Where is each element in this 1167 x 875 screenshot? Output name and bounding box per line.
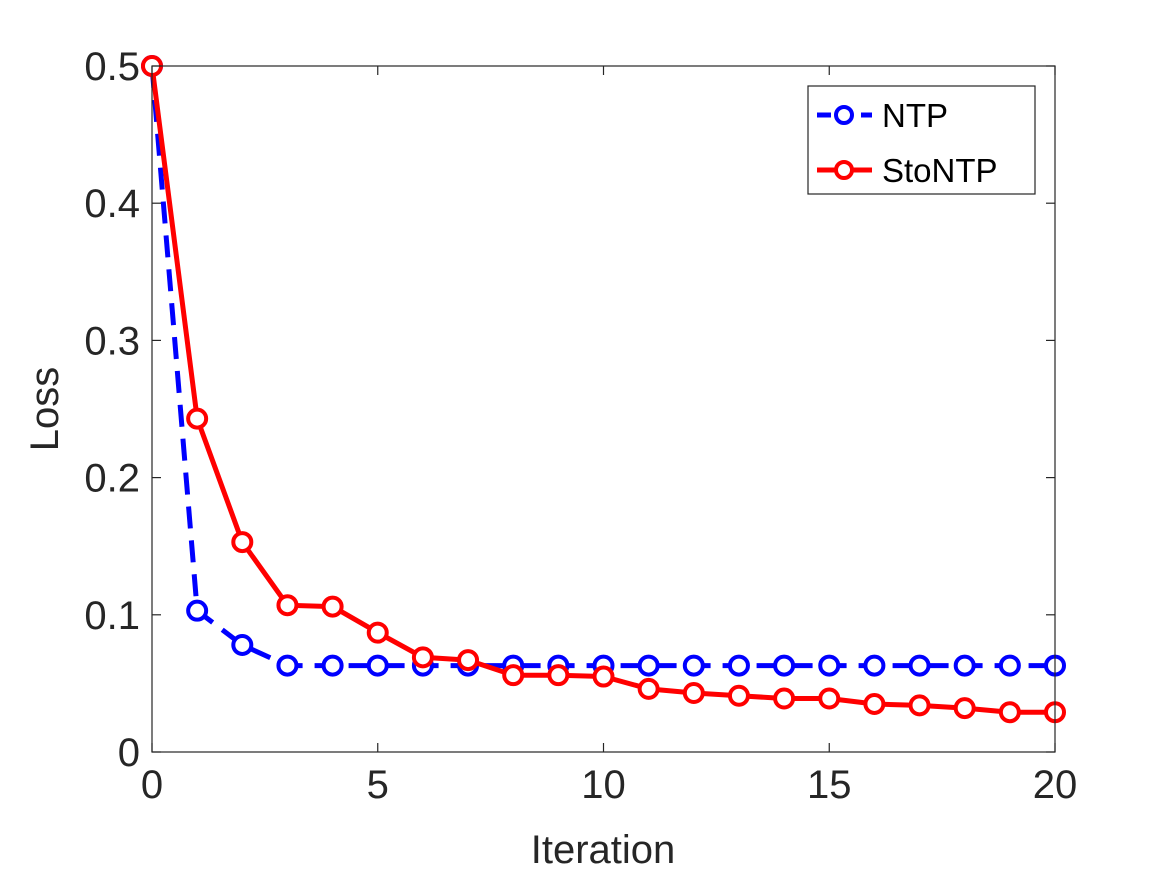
y-tick-label: 0.4: [84, 182, 140, 226]
ticks-layer: [151, 65, 1056, 753]
data-point-stontp: [908, 694, 931, 717]
x-tick-label: 0: [141, 763, 163, 807]
data-point-stontp: [457, 649, 480, 672]
data-point-ntp: [998, 654, 1021, 677]
data-point-stontp: [773, 687, 796, 710]
y-tick-label: 0.1: [84, 594, 140, 638]
data-point-ntp: [321, 654, 344, 677]
legend-marker-ntp: [834, 105, 854, 125]
data-point-stontp: [863, 692, 886, 715]
data-point-stontp: [953, 697, 976, 720]
tick-labels-layer: 0 5 10 15 20 0 0.1 0.2 0.3 0.4 0.5: [84, 45, 1077, 807]
data-point-stontp: [637, 677, 660, 700]
x-axis-label: Iteration: [531, 828, 676, 872]
data-point-ntp: [276, 654, 299, 677]
x-tick-label: 5: [367, 763, 389, 807]
legend-marker-stontp: [834, 160, 854, 180]
series-stontp: [141, 55, 1066, 724]
data-point-stontp: [998, 701, 1021, 724]
data-point-stontp: [186, 407, 209, 430]
series-layer: [141, 55, 1066, 724]
x-tick-label: 10: [581, 763, 626, 807]
data-point-ntp: [818, 654, 841, 677]
data-point-stontp: [727, 684, 750, 707]
data-point-ntp: [863, 654, 886, 677]
data-point-stontp: [321, 595, 344, 618]
legend-label-stontp: StoNTP: [882, 152, 998, 189]
x-tick-label: 20: [1033, 763, 1078, 807]
data-point-ntp: [637, 654, 660, 677]
y-tick-label: 0: [118, 731, 140, 775]
data-point-stontp: [818, 687, 841, 710]
legend-label-ntp: NTP: [882, 97, 948, 134]
data-point-ntp: [727, 654, 750, 677]
data-point-ntp: [186, 599, 209, 622]
data-point-ntp: [682, 654, 705, 677]
data-point-ntp: [231, 633, 254, 656]
data-point-ntp: [953, 654, 976, 677]
data-point-stontp: [366, 621, 389, 644]
data-point-stontp: [276, 594, 299, 617]
y-tick-label: 0.3: [84, 319, 140, 363]
legend: NTP StoNTP: [807, 85, 1036, 195]
data-point-ntp: [773, 654, 796, 677]
y-tick-label: 0.2: [84, 457, 140, 501]
y-axis-label: Loss: [23, 367, 67, 452]
data-point-ntp: [366, 654, 389, 677]
data-point-stontp: [411, 646, 434, 669]
data-point-stontp: [547, 664, 570, 687]
data-point-stontp: [682, 682, 705, 705]
data-point-ntp: [908, 654, 931, 677]
data-point-stontp: [502, 664, 525, 687]
data-point-stontp: [592, 665, 615, 688]
y-tick-label: 0.5: [84, 45, 140, 89]
data-point-stontp: [231, 531, 254, 554]
x-tick-label: 15: [807, 763, 852, 807]
